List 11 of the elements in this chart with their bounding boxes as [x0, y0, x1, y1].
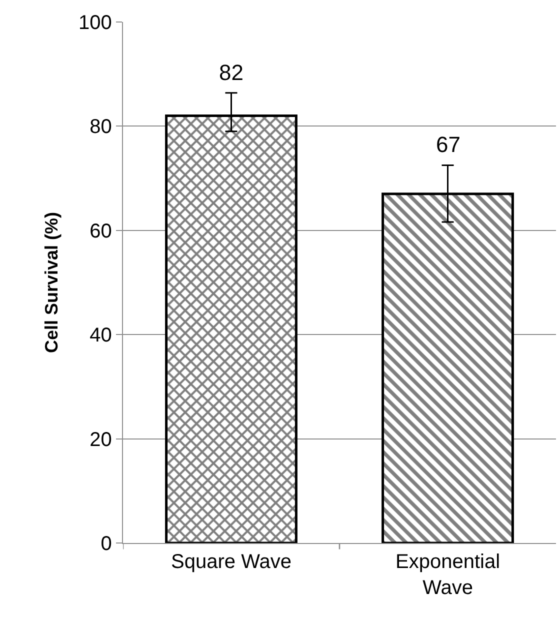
- y-tick-label: 0: [100, 533, 112, 555]
- y-axis-title: Cell Survival (%): [42, 212, 62, 354]
- x-tick-label: Square Wave: [171, 551, 292, 574]
- y-tick-label: 80: [90, 116, 112, 138]
- x-tick-label: Exponential Wave: [395, 551, 500, 600]
- y-tick-label: 100: [78, 12, 112, 34]
- y-tick-label: 20: [90, 428, 112, 451]
- data-label: 67: [436, 132, 460, 157]
- y-tick-label: 60: [90, 220, 112, 242]
- data-label: 82: [219, 60, 244, 85]
- y-tick-label: 40: [90, 324, 112, 347]
